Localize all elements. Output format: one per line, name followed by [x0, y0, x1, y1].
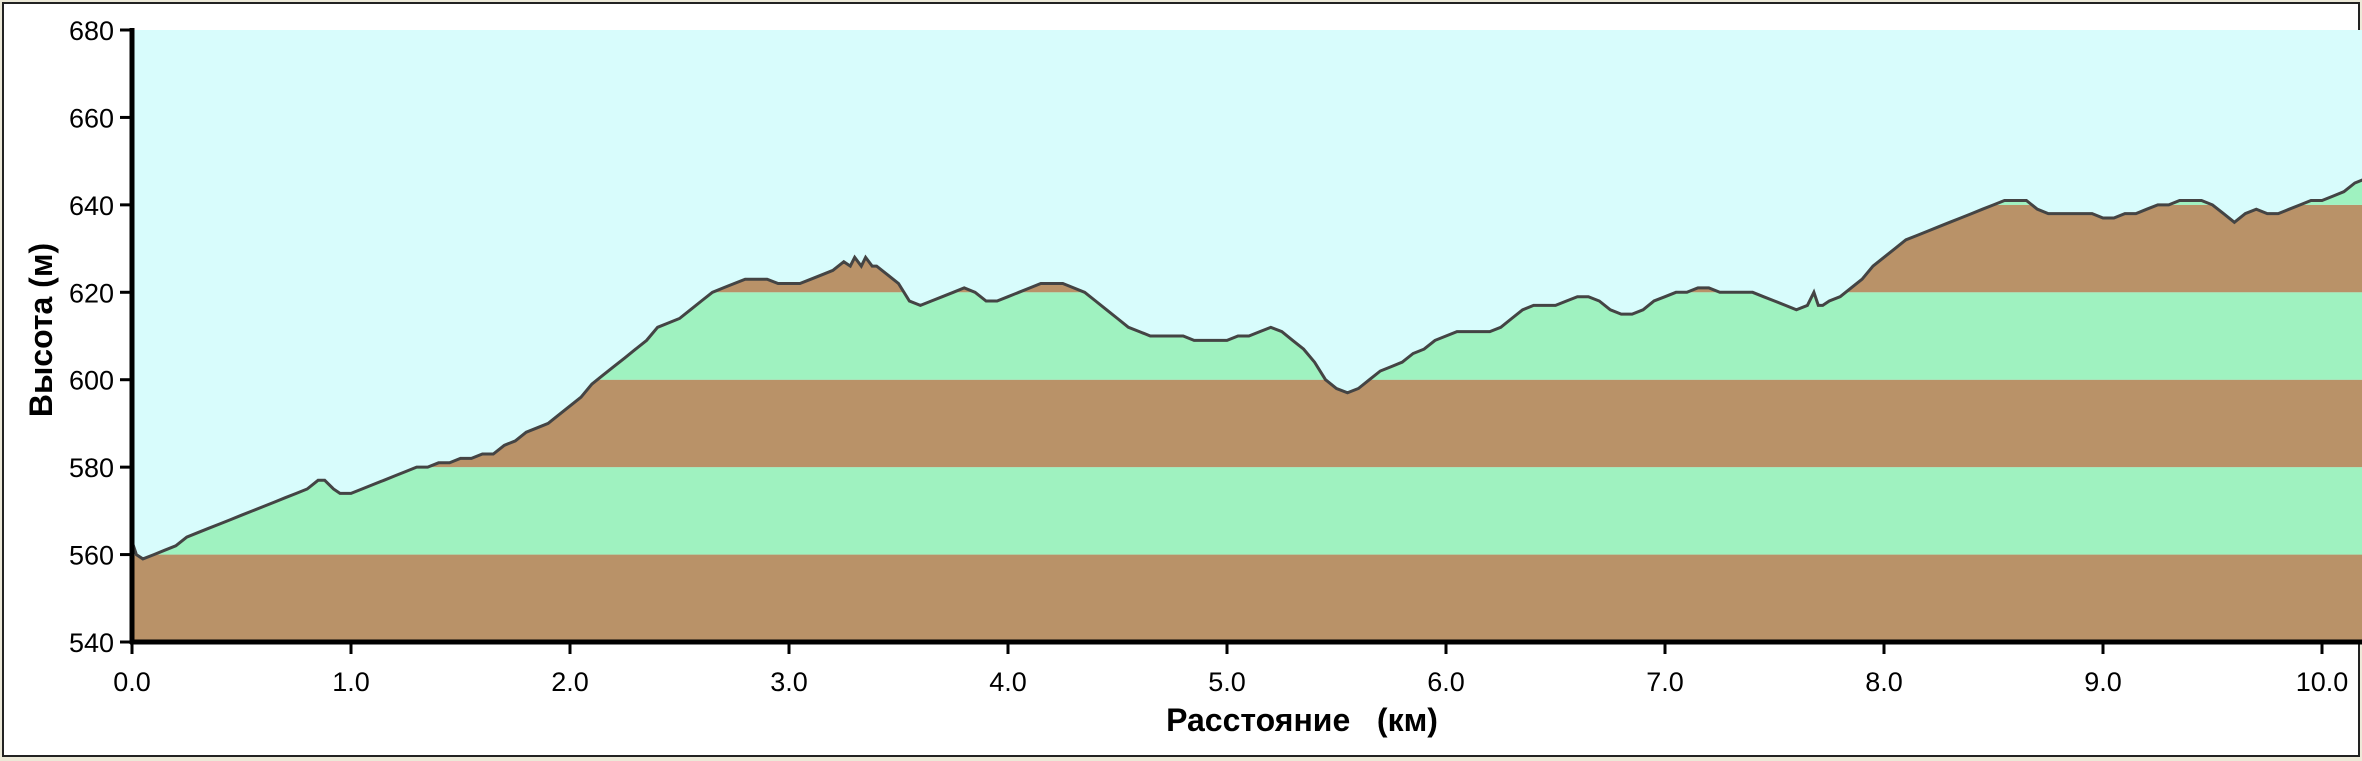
y-tick-label: 680 — [69, 16, 114, 46]
x-tick-label: 0.0 — [113, 667, 151, 697]
y-axis-ticks: 540 560 580 600 620 640 660 680 — [69, 16, 132, 658]
elevation-profile-line — [132, 178, 2362, 561]
x-tick-label: 4.0 — [989, 667, 1027, 697]
plot-area — [132, 30, 2362, 642]
y-tick-label: 660 — [69, 103, 114, 133]
elevation-band — [132, 467, 2362, 555]
y-tick-label: 600 — [69, 366, 114, 396]
y-tick-label: 560 — [69, 541, 114, 571]
x-tick-label: 8.0 — [1865, 667, 1903, 697]
x-tick-label: 9.0 — [2084, 667, 2122, 697]
axes — [129, 28, 2362, 645]
y-tick-label: 540 — [69, 628, 114, 658]
x-tick-label: 1.0 — [332, 667, 370, 697]
x-axis-ticks: 0.0 1.0 2.0 3.0 4.0 5.0 6.0 7.0 8.0 9.0 10.0 — [113, 642, 2348, 697]
x-tick-label: 7.0 — [1646, 667, 1684, 697]
x-tick-label: 10.0 — [2296, 667, 2349, 697]
x-tick-label: 5.0 — [1208, 667, 1246, 697]
x-axis-title: Расстояние (км) — [1166, 702, 1438, 738]
y-tick-label: 580 — [69, 453, 114, 483]
elevation-band — [132, 554, 2362, 642]
y-axis-title: Высота (м) — [23, 243, 59, 417]
x-tick-label: 3.0 — [770, 667, 808, 697]
y-tick-label: 620 — [69, 278, 114, 308]
y-tick-label: 640 — [69, 191, 114, 221]
x-tick-label: 2.0 — [551, 667, 589, 697]
x-tick-label: 6.0 — [1427, 667, 1465, 697]
